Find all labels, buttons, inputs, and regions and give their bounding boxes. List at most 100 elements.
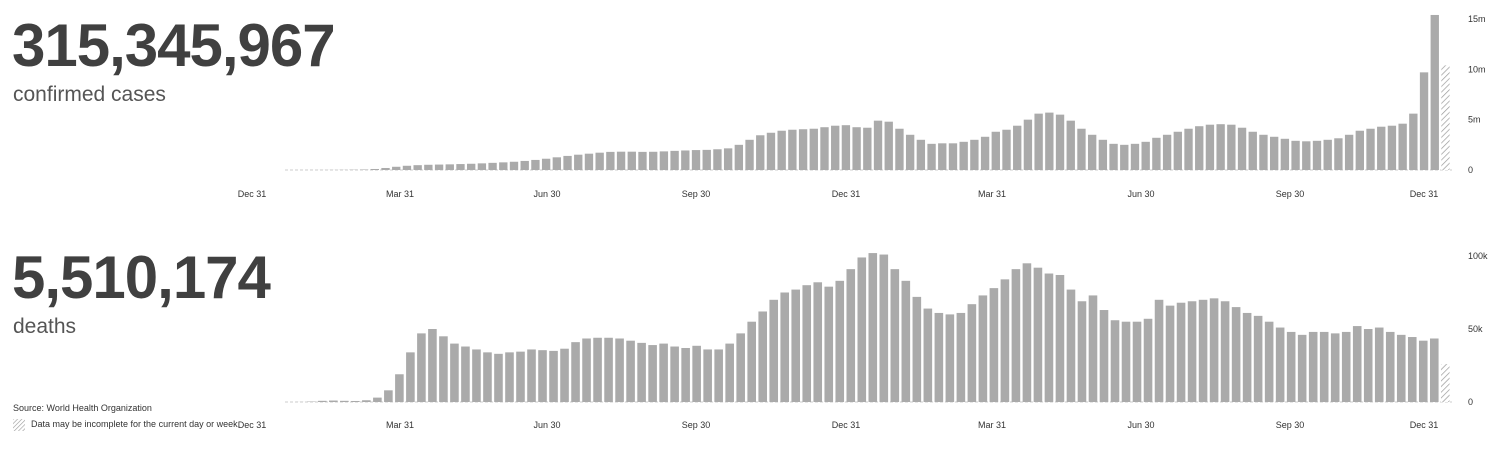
cases-bar — [863, 127, 872, 170]
deaths-bar — [395, 374, 404, 402]
deaths-bar — [516, 351, 525, 402]
deaths-bar — [1121, 321, 1131, 402]
cases-bar — [1087, 134, 1097, 170]
cases-bar — [1216, 124, 1225, 170]
cases-bar — [756, 135, 765, 170]
source-prefix: Source: — [13, 403, 45, 413]
cases-bar — [1334, 138, 1343, 170]
cases-bar — [734, 144, 744, 170]
cases-bar — [1184, 128, 1193, 170]
deaths-bar — [1187, 301, 1197, 402]
cases-y-tick-label: 0 — [1468, 165, 1473, 175]
deaths-bar — [835, 280, 845, 402]
cases-bar — [873, 120, 883, 170]
deaths-bar-incomplete — [1440, 364, 1450, 402]
deaths-bar — [1418, 340, 1428, 402]
cases-x-tick-label: Dec 31 — [238, 189, 267, 199]
deaths-bar — [626, 340, 635, 402]
deaths-label: deaths — [13, 315, 77, 338]
cases-bar — [798, 129, 808, 170]
cases-bar — [1344, 134, 1354, 170]
deaths-bar — [604, 337, 613, 402]
deaths-bar — [1198, 299, 1208, 402]
cases-bar — [606, 151, 615, 170]
cases-x-tick-label: Dec 31 — [1410, 189, 1439, 199]
cases-bar — [499, 162, 508, 170]
cases-x-tick-label: Mar 31 — [386, 189, 414, 199]
deaths-bar — [1286, 331, 1296, 402]
cases-bar — [563, 155, 572, 170]
deaths-x-tick-label: Sep 30 — [1276, 420, 1305, 430]
deaths-bar — [758, 311, 767, 402]
cases-bar — [413, 165, 422, 170]
deaths-bar — [1352, 326, 1362, 402]
cases-bar — [1013, 125, 1022, 170]
deaths-bar — [417, 333, 426, 402]
deaths-x-tick-label: Sep 30 — [682, 420, 711, 430]
cases-bar — [970, 139, 979, 170]
deaths-bar — [1407, 337, 1417, 402]
cases-bar — [1152, 137, 1161, 170]
cases-bar — [1045, 112, 1054, 170]
cases-bar — [916, 139, 926, 170]
deaths-bar — [1264, 321, 1274, 402]
deaths-chart: 0 50k 100k Dec 31 Mar 31 Jun 30 Sep 30 Dec 31 Ma… — [238, 251, 1488, 430]
deaths-bar — [593, 337, 602, 402]
deaths-bar — [351, 400, 360, 402]
cases-bar — [1291, 140, 1300, 170]
cases-bar — [392, 166, 401, 170]
cases-bar — [766, 132, 776, 170]
deaths-y-tick-label: 50k — [1468, 324, 1483, 334]
deaths-bar — [846, 269, 856, 402]
deaths-bar — [538, 350, 547, 402]
deaths-bar — [736, 333, 745, 402]
cases-bar — [595, 152, 604, 170]
deaths-bar — [659, 343, 668, 402]
deaths-bar — [406, 352, 415, 402]
deaths-bar — [428, 329, 437, 402]
cases-bar — [627, 151, 636, 170]
deaths-bar — [472, 349, 481, 402]
cases-chart: 0 5m 10m 15m Dec 31 Mar 31 Jun 30 Sep 30 Dec 31 M… — [238, 14, 1486, 199]
cases-bar — [477, 163, 487, 170]
cases-bar — [691, 150, 701, 170]
cases-bar — [820, 127, 829, 170]
cases-bar — [1120, 144, 1129, 170]
deaths-bar — [967, 304, 977, 402]
cases-bar — [1173, 131, 1182, 170]
cases-bar — [809, 128, 818, 170]
cases-bar — [1227, 124, 1236, 170]
cases-bar — [991, 131, 1000, 170]
cases-bar — [723, 148, 733, 170]
cases-x-tick-label: Sep 30 — [1276, 189, 1305, 199]
deaths-bar — [780, 292, 790, 402]
deaths-y-tick-label: 0 — [1468, 397, 1473, 407]
deaths-bar — [571, 342, 580, 402]
cases-bar — [1377, 126, 1386, 170]
cases-bar — [884, 121, 893, 170]
deaths-bar — [384, 390, 393, 402]
deaths-bar — [1297, 334, 1307, 402]
cases-x-tick-label: Dec 31 — [832, 189, 861, 199]
deaths-bar — [1330, 333, 1340, 402]
deaths-x-tick-label: Dec 31 — [1410, 420, 1439, 430]
deaths-bar — [1165, 305, 1175, 402]
cases-bar — [927, 143, 936, 170]
cases-bar — [670, 150, 679, 170]
cases-bar — [1323, 139, 1332, 170]
deaths-x-tick-label: Mar 31 — [978, 420, 1006, 430]
deaths-bar — [934, 312, 944, 402]
cases-bar — [541, 158, 551, 170]
deaths-bar — [1033, 267, 1043, 402]
deaths-bar — [670, 346, 679, 402]
deaths-bar — [1363, 329, 1373, 402]
deaths-x-tick-label: Mar 31 — [386, 420, 414, 430]
deaths-bar — [1099, 310, 1109, 402]
cases-y-tick-label: 15m — [1468, 14, 1486, 24]
deaths-bar — [1066, 289, 1076, 402]
deaths-bar — [1341, 331, 1351, 402]
cases-bar — [1302, 141, 1311, 170]
cases-y-tick-label: 10m — [1468, 64, 1486, 74]
deaths-bar — [450, 343, 459, 402]
cases-bar — [1269, 136, 1279, 170]
